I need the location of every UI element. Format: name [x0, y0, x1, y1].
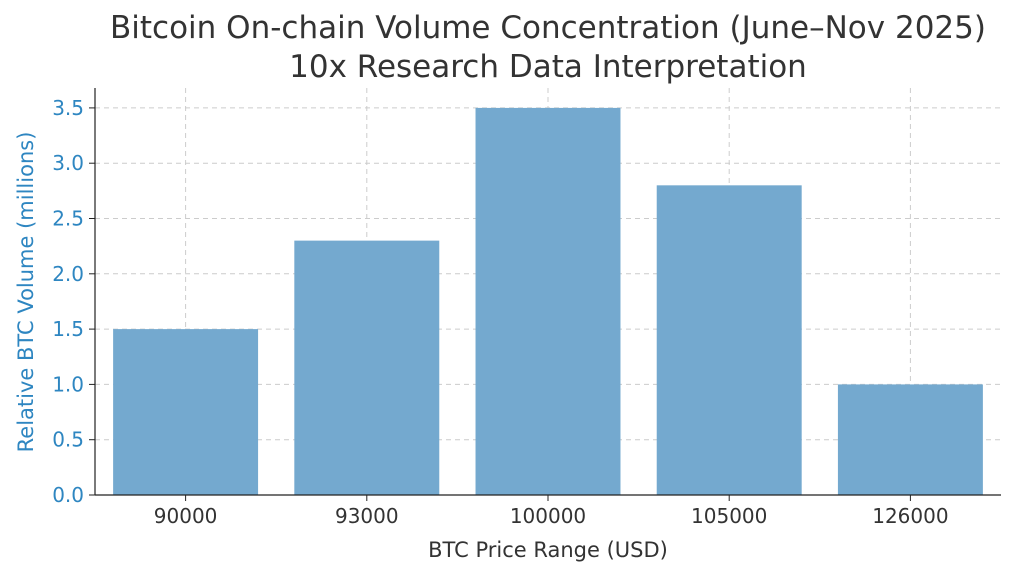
- bar-105000: [657, 185, 802, 495]
- x-tick-label: 90000: [154, 504, 218, 528]
- y-tick-label: 0.5: [52, 428, 84, 452]
- bar-126000: [838, 384, 983, 495]
- y-tick-label: 3.0: [52, 151, 84, 175]
- y-tick-label: 2.5: [52, 207, 84, 231]
- x-axis-label: BTC Price Range (USD): [428, 538, 668, 562]
- x-tick-label: 105000: [691, 504, 767, 528]
- y-tick-label: 0.0: [52, 483, 84, 507]
- x-tick-label: 126000: [872, 504, 948, 528]
- x-tick-label: 100000: [510, 504, 586, 528]
- y-axis-label: Relative BTC Volume (millions): [14, 132, 38, 453]
- x-tick-label: 93000: [335, 504, 399, 528]
- y-tick-label: 1.0: [52, 372, 84, 396]
- y-tick-label: 1.5: [52, 317, 84, 341]
- bars: [113, 108, 983, 495]
- bar-90000: [113, 329, 258, 495]
- chart-title: Bitcoin On-chain Volume Concentration (J…: [110, 10, 986, 46]
- bar-100000: [476, 108, 621, 495]
- bar-93000: [294, 241, 439, 495]
- chart-subtitle: 10x Research Data Interpretation: [289, 49, 807, 85]
- y-tick-label: 3.5: [52, 96, 84, 120]
- y-tick-label: 2.0: [52, 262, 84, 286]
